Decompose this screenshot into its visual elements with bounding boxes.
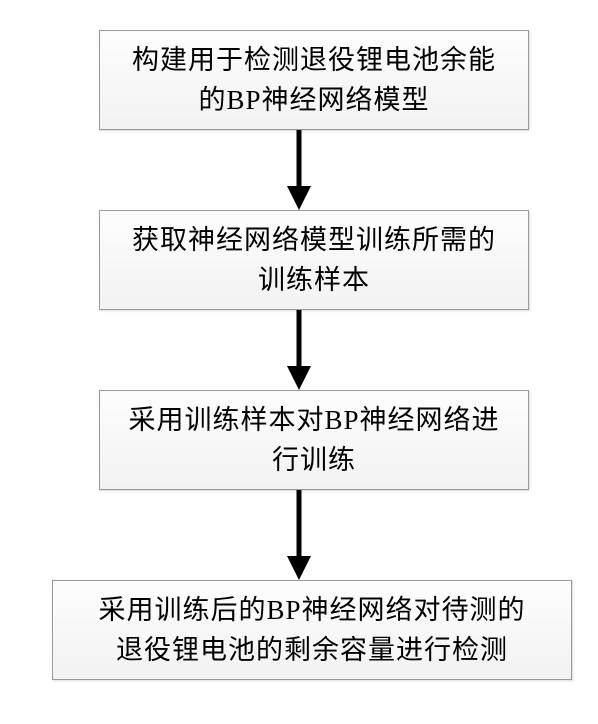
- flow-step-2: 获取神经网络模型训练所需的训练样本: [99, 210, 529, 310]
- flow-step-1-text: 构建用于检测退役锂电池余能的BP神经网络模型: [132, 40, 496, 121]
- arrow-2-3: [279, 310, 319, 395]
- flow-step-4-text: 采用训练后的BP神经网络对待测的退役锂电池的剩余容量进行检测: [98, 590, 525, 671]
- flow-step-3: 采用训练样本对BP神经网络进行训练: [99, 390, 529, 490]
- flow-step-3-text: 采用训练样本对BP神经网络进行训练: [128, 400, 499, 481]
- flow-step-4: 采用训练后的BP神经网络对待测的退役锂电池的剩余容量进行检测: [52, 580, 572, 680]
- flow-step-2-text: 获取神经网络模型训练所需的训练样本: [132, 220, 496, 301]
- arrow-3-4: [279, 490, 319, 585]
- arrow-1-2: [279, 130, 319, 215]
- flowchart-container: 构建用于检测退役锂电池余能的BP神经网络模型 获取神经网络模型训练所需的训练样本…: [0, 0, 598, 724]
- flow-step-1: 构建用于检测退役锂电池余能的BP神经网络模型: [99, 30, 529, 130]
